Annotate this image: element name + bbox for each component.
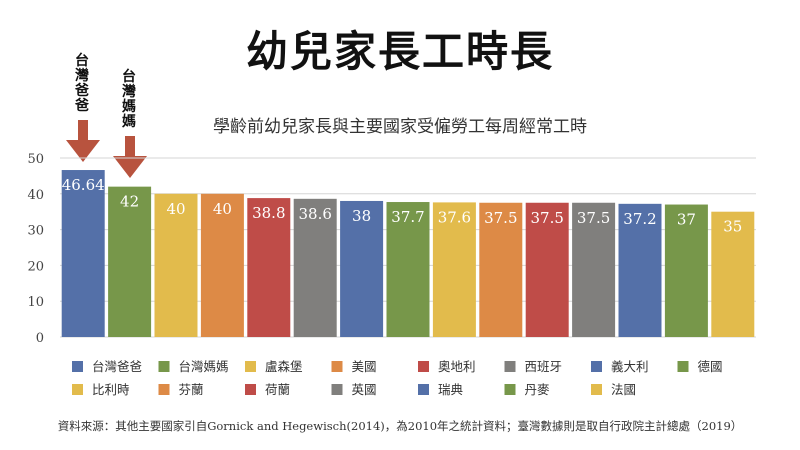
arrow-down-icon-father xyxy=(66,120,100,162)
bar-value-label: 40 xyxy=(213,200,232,218)
legend-swatch xyxy=(72,384,83,395)
legend-label: 德國 xyxy=(698,359,723,374)
legend-swatch xyxy=(504,384,516,395)
bar xyxy=(340,200,384,337)
bar xyxy=(664,204,708,337)
y-tick-label: 30 xyxy=(27,224,44,239)
bar xyxy=(108,186,152,337)
legend-swatch xyxy=(677,361,689,372)
legend-label: 丹麥 xyxy=(525,382,551,397)
y-tick-label: 40 xyxy=(27,188,44,203)
bar-value-label: 37.7 xyxy=(391,208,424,226)
bar-value-label: 35 xyxy=(723,218,742,236)
bar xyxy=(525,202,569,337)
bar xyxy=(711,211,755,337)
bar xyxy=(247,198,291,337)
legend-label: 美國 xyxy=(352,359,377,374)
legend-label: 台灣爸爸 xyxy=(92,359,142,374)
legend-swatch xyxy=(245,384,256,395)
chart-subtitle: 學齡前幼兒家長與主要國家受僱勞工每周經常工時 xyxy=(213,117,587,137)
legend-label: 法國 xyxy=(611,382,636,397)
bar-value-label: 38.8 xyxy=(252,204,285,222)
bar xyxy=(200,193,244,337)
legend-label: 奧地利 xyxy=(438,359,476,374)
legend-swatch xyxy=(245,361,256,372)
legend-label: 英國 xyxy=(352,382,377,397)
bar xyxy=(479,202,523,337)
legend-swatch xyxy=(158,384,170,395)
y-tick-label: 50 xyxy=(27,152,44,167)
bar-value-label: 37.2 xyxy=(623,210,656,228)
legend-swatch xyxy=(591,361,602,372)
legend-label: 台灣媽媽 xyxy=(179,359,229,374)
legend-label: 盧森堡 xyxy=(265,359,303,374)
y-tick-label: 20 xyxy=(27,259,44,274)
bar xyxy=(386,202,430,337)
bar xyxy=(61,170,105,337)
legend-swatch xyxy=(418,384,429,395)
legend-swatch xyxy=(418,361,429,372)
legend-swatch xyxy=(158,361,170,372)
legend-swatch xyxy=(72,361,83,372)
bar xyxy=(154,193,198,337)
bar-value-label: 37.5 xyxy=(484,209,517,227)
bar-value-label: 37.6 xyxy=(438,208,471,226)
legend-swatch xyxy=(331,361,343,372)
bar xyxy=(293,198,337,337)
callout-taiwan-mother: 台灣媽媽 xyxy=(122,69,136,130)
legend-swatch xyxy=(591,384,602,395)
bar xyxy=(572,202,616,337)
y-tick-label: 10 xyxy=(27,295,44,310)
legend-label: 比利時 xyxy=(92,382,130,397)
main-title: 幼兒家長工時長 xyxy=(245,27,554,76)
bar-value-label: 38 xyxy=(352,207,371,225)
bar-value-label: 40 xyxy=(166,200,185,218)
bar-value-label: 46.64 xyxy=(62,176,105,194)
bar-value-label: 37.5 xyxy=(530,209,563,227)
arrow-down-icon-mother xyxy=(113,136,147,178)
legend-swatch xyxy=(331,384,343,395)
bar-value-label: 37.5 xyxy=(577,209,610,227)
bar-value-label: 37 xyxy=(677,211,696,229)
bar xyxy=(432,202,476,337)
legend-label: 荷蘭 xyxy=(265,382,290,397)
legend-label: 西班牙 xyxy=(525,359,563,374)
bar xyxy=(618,203,662,337)
source-note: 資料來源：其他主要國家引自Gornick and Hegewisch(2014)… xyxy=(57,419,743,433)
bar-value-label: 42 xyxy=(120,193,139,211)
bar-value-label: 38.6 xyxy=(298,205,331,223)
legend-label: 義大利 xyxy=(611,359,649,374)
callout-taiwan-father: 台灣爸爸 xyxy=(75,53,89,114)
y-tick-label: 0 xyxy=(36,331,44,346)
legend-label: 芬蘭 xyxy=(179,382,204,397)
legend-label: 瑞典 xyxy=(438,382,463,397)
legend-swatch xyxy=(504,361,516,372)
